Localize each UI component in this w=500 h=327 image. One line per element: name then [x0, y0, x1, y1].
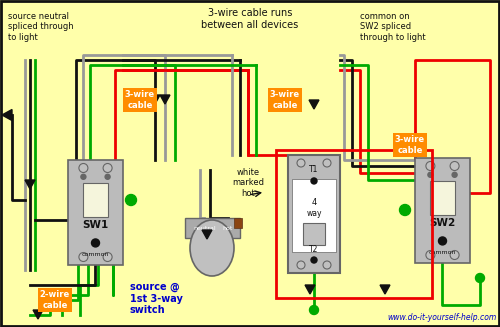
Circle shape	[103, 164, 112, 173]
Text: 3-wire
cable: 3-wire cable	[395, 135, 425, 155]
Circle shape	[79, 164, 88, 173]
Text: way: way	[306, 210, 322, 218]
Circle shape	[81, 174, 86, 179]
Circle shape	[450, 250, 459, 260]
Text: common: common	[429, 250, 456, 255]
Polygon shape	[309, 100, 319, 109]
Ellipse shape	[190, 220, 234, 276]
Circle shape	[438, 237, 446, 245]
Circle shape	[428, 172, 433, 177]
Circle shape	[452, 172, 457, 177]
Text: www.do-it-yourself-help.com: www.do-it-yourself-help.com	[388, 313, 497, 322]
Bar	[234, 218, 242, 228]
Text: T1: T1	[310, 165, 318, 174]
Text: common on
SW2 spliced
through to light: common on SW2 spliced through to light	[360, 12, 426, 42]
Circle shape	[310, 305, 318, 315]
Bar	[84, 183, 108, 217]
Circle shape	[103, 252, 112, 262]
Bar	[302, 223, 326, 245]
Text: white
marked
hot: white marked hot	[232, 168, 264, 198]
Circle shape	[450, 162, 459, 170]
Polygon shape	[160, 95, 170, 104]
Text: SW2: SW2	[430, 218, 456, 228]
Text: SW1: SW1	[82, 220, 108, 230]
Polygon shape	[380, 285, 390, 294]
Polygon shape	[150, 95, 160, 104]
Circle shape	[426, 162, 435, 170]
Circle shape	[426, 250, 435, 260]
Circle shape	[79, 252, 88, 262]
Text: common: common	[82, 252, 109, 257]
Text: 4: 4	[312, 198, 316, 207]
Bar	[185, 218, 240, 238]
Circle shape	[105, 174, 110, 179]
Circle shape	[92, 239, 100, 247]
Circle shape	[311, 178, 317, 184]
Polygon shape	[25, 180, 35, 189]
Text: 3-wire
cable: 3-wire cable	[125, 90, 155, 110]
Text: hot: hot	[222, 226, 233, 231]
Bar	[415, 158, 470, 263]
Bar	[68, 160, 123, 265]
Text: 3-wire
cable: 3-wire cable	[270, 90, 300, 110]
Circle shape	[323, 159, 331, 167]
Polygon shape	[2, 110, 12, 121]
Circle shape	[311, 257, 317, 263]
Circle shape	[400, 204, 410, 215]
Bar	[288, 155, 340, 273]
Circle shape	[297, 261, 305, 269]
Circle shape	[323, 261, 331, 269]
Text: T2: T2	[310, 245, 318, 254]
Polygon shape	[305, 285, 315, 294]
Circle shape	[126, 195, 136, 205]
Text: 3-wire cable runs
between all devices: 3-wire cable runs between all devices	[202, 8, 298, 30]
Bar	[292, 179, 336, 252]
Circle shape	[297, 159, 305, 167]
Polygon shape	[33, 310, 43, 319]
Text: source @
1st 3-way
switch: source @ 1st 3-way switch	[130, 282, 183, 315]
Circle shape	[476, 273, 484, 283]
Text: source neutral
spliced through
to light: source neutral spliced through to light	[8, 12, 74, 42]
Text: 2-wire
cable: 2-wire cable	[40, 290, 70, 310]
Text: neutral: neutral	[193, 226, 216, 231]
Bar	[276, 150, 432, 298]
Polygon shape	[202, 230, 212, 239]
Bar	[430, 181, 454, 215]
